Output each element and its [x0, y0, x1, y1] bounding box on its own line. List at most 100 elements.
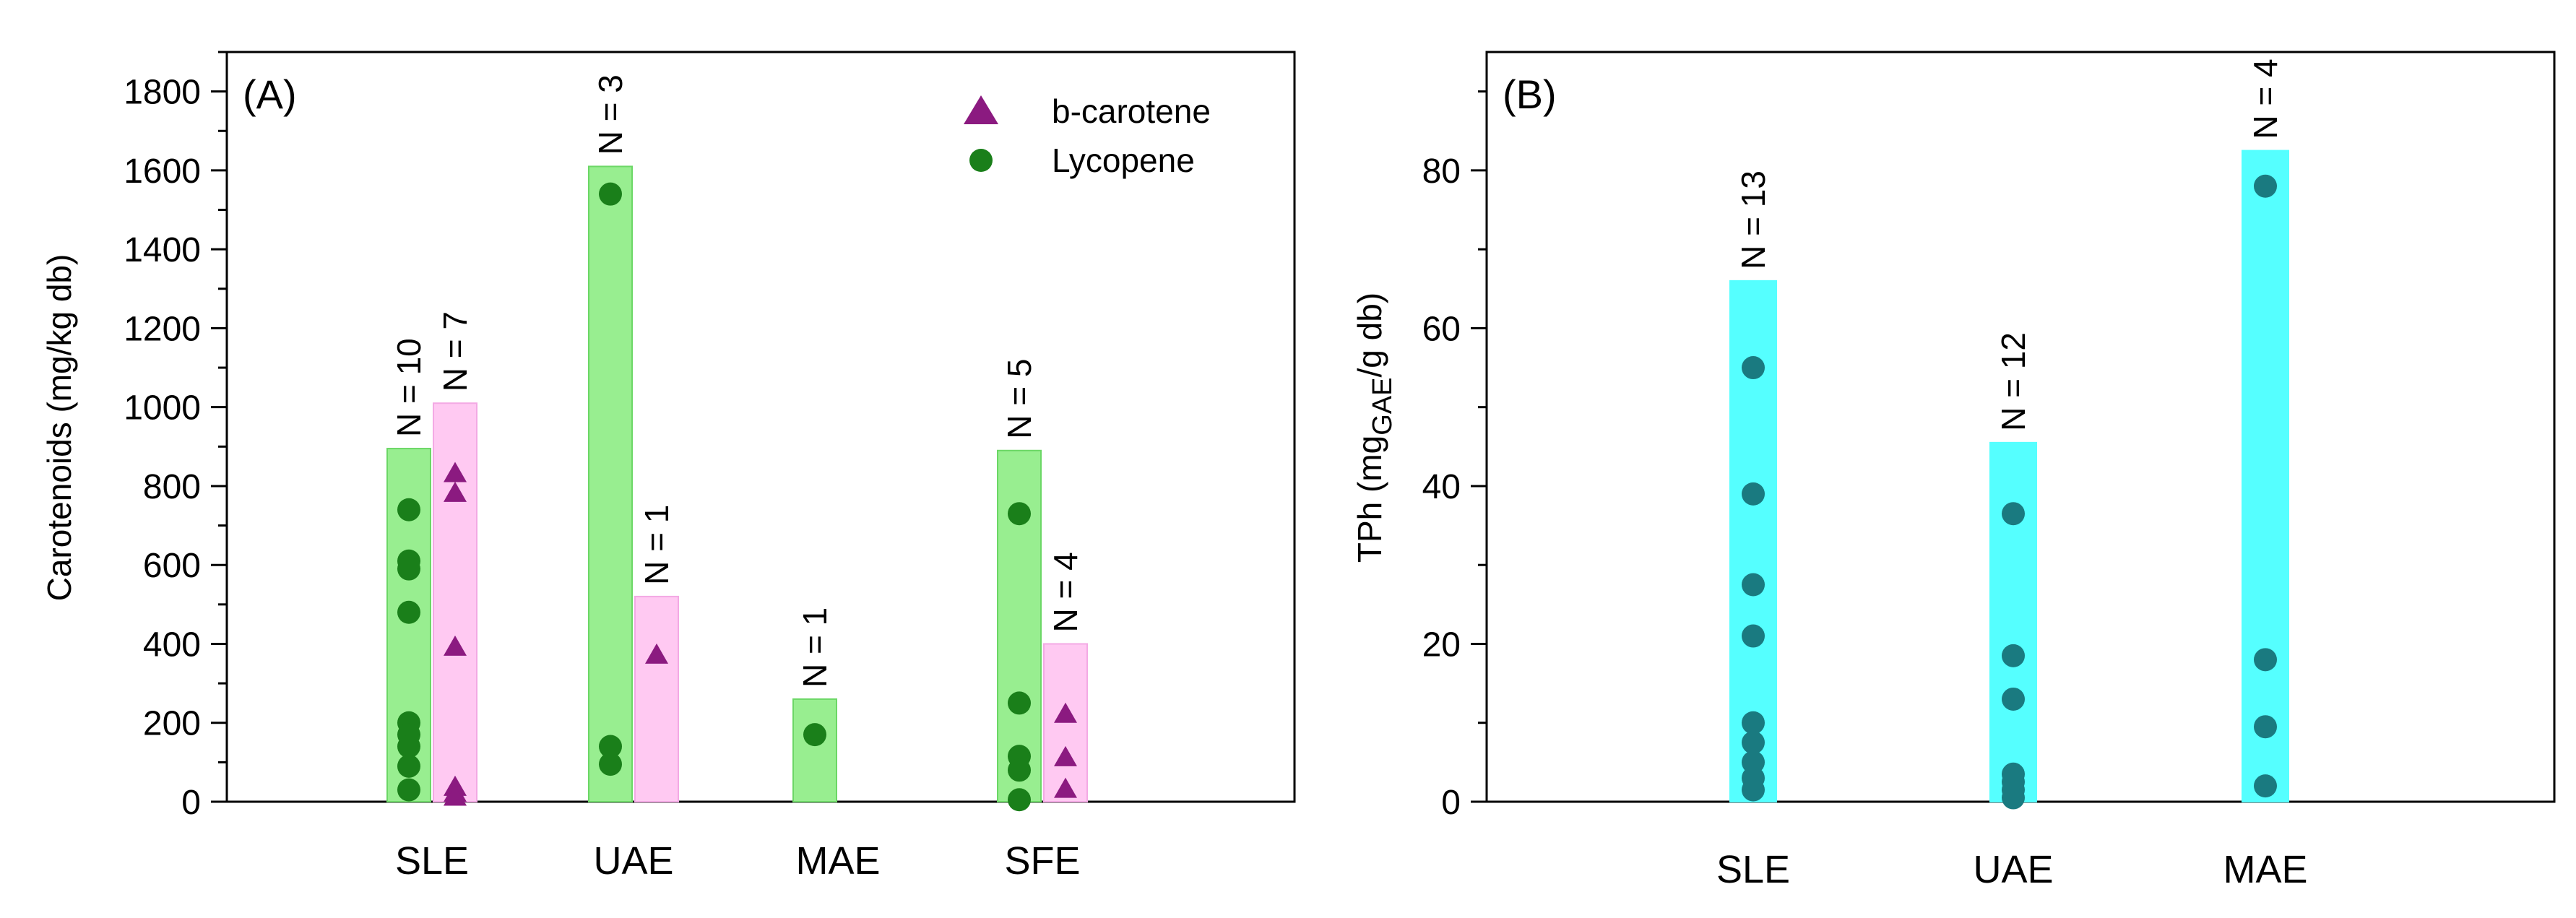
legend-label-lycopene: Lycopene — [1052, 142, 1195, 179]
y-tick-label-80: 80 — [1422, 152, 1461, 191]
point-tph-sle-2 — [1742, 573, 1765, 597]
y-tick-label-1600: 1600 — [124, 152, 201, 191]
point-lycopene-sle-7 — [397, 754, 420, 778]
n-label-tph-uae: N = 12 — [1994, 332, 2032, 431]
point-b-carotene-sle-5 — [444, 785, 467, 806]
bar-tph-mae — [2242, 150, 2289, 803]
point-tph-sle-3 — [1742, 624, 1765, 648]
point-tph-uae-0 — [2002, 502, 2025, 526]
y-tick-label-600: 600 — [143, 547, 201, 585]
point-tph-uae-2 — [2002, 687, 2025, 711]
category-label-mae: MAE — [2223, 848, 2307, 891]
panel-a-label: (A) — [243, 72, 297, 117]
legend-label-b-carotene: b-carotene — [1052, 92, 1211, 130]
n-label-lycopene-uae: N = 3 — [592, 74, 629, 155]
y-tick-label-40: 40 — [1422, 468, 1461, 506]
point-b-carotene-sfe-1 — [1054, 745, 1077, 766]
point-lycopene-mae-0 — [803, 723, 826, 747]
point-lycopene-sfe-3 — [1008, 758, 1031, 782]
point-tph-uae-6 — [2002, 786, 2025, 810]
panel-b-y-ticks: 0 20 40 60 80 — [1422, 90, 1487, 822]
panel-b-category-labels: SLE UAE MAE — [1716, 848, 2308, 891]
n-label-tph-sle: N = 13 — [1734, 170, 1772, 269]
panel-a-points — [397, 182, 1077, 812]
point-lycopene-sfe-4 — [1008, 788, 1031, 812]
n-label-lycopene-sle: N = 10 — [390, 338, 428, 437]
point-lycopene-uae-1 — [599, 735, 622, 758]
point-tph-mae-3 — [2254, 774, 2277, 798]
category-label-sle: SLE — [1716, 848, 1790, 891]
y-tick-label-20: 20 — [1422, 625, 1461, 664]
category-label-mae: MAE — [795, 839, 880, 883]
panel-b-y-axis-title-tail: /g db) — [1351, 293, 1388, 378]
panel-a-y-axis-title: Carotenoids (mg/kg db) — [40, 254, 78, 602]
panel-a-n-labels: N = 10 N = 3 N = 1 N = 5 N = 7 N = 1 N = 4 — [390, 74, 1084, 688]
category-label-uae: UAE — [593, 839, 673, 883]
category-label-sfe: SFE — [1004, 839, 1080, 883]
y-tick-label-1200: 1200 — [124, 310, 201, 348]
point-lycopene-uae-2 — [599, 753, 622, 776]
y-tick-label-800: 800 — [143, 468, 201, 506]
bar-tph-uae — [1989, 441, 2037, 803]
panel-b-n-labels: N = 13 N = 12 N = 4 — [1734, 59, 2284, 431]
point-tph-mae-1 — [2254, 648, 2277, 672]
panel-a-frame — [225, 51, 1296, 803]
point-tph-mae-2 — [2254, 715, 2277, 739]
point-tph-sle-8 — [1742, 778, 1765, 802]
panel-b-y-axis-title-main: TPh (mg — [1351, 436, 1388, 563]
n-label-lycopene-sfe: N = 5 — [1000, 359, 1038, 439]
n-label-b-carotene-sfe: N = 4 — [1047, 552, 1084, 632]
legend-marker-lycopene — [969, 149, 993, 172]
bar-lycopene-mae — [792, 698, 837, 802]
panel-a-y-ticks: 0 200 400 600 800 1000 1200 1400 1600 1800 — [124, 51, 227, 822]
y-tick-label-1000: 1000 — [124, 389, 201, 428]
point-lycopene-sfe-0 — [1008, 502, 1031, 526]
point-lycopene-sle-0 — [397, 498, 420, 521]
point-lycopene-sle-2 — [397, 557, 420, 581]
y-tick-label-0: 0 — [181, 784, 201, 822]
n-label-b-carotene-uae: N = 1 — [638, 505, 675, 585]
panel-a-category-labels: SLE UAE MAE SFE — [395, 839, 1081, 883]
y-tick-label-1800: 1800 — [124, 74, 201, 112]
point-lycopene-sfe-1 — [1008, 691, 1031, 715]
point-b-carotene-sfe-2 — [1054, 777, 1077, 798]
point-b-carotene-sle-1 — [444, 481, 467, 502]
point-lycopene-uae-0 — [599, 182, 622, 206]
panel-b-y-axis-title-sub: GAE — [1367, 378, 1398, 436]
n-label-lycopene-mae: N = 1 — [796, 607, 834, 688]
point-tph-uae-1 — [2002, 644, 2025, 667]
point-tph-mae-0 — [2254, 174, 2277, 198]
point-b-carotene-sle-2 — [444, 635, 467, 656]
n-label-tph-mae: N = 4 — [2247, 59, 2284, 139]
bar-lycopene-uae — [588, 165, 633, 802]
point-tph-sle-1 — [1742, 482, 1765, 506]
point-lycopene-sle-6 — [397, 735, 420, 758]
point-b-carotene-uae-0 — [645, 643, 668, 664]
category-label-sle: SLE — [395, 839, 469, 883]
legend-marker-b-carotene — [964, 95, 998, 124]
panel-b-points — [1742, 174, 2277, 810]
bar-b-carotene-uae — [634, 595, 679, 802]
panel-b-y-axis-title: TPh (mgGAE/g db) — [1351, 293, 1398, 563]
panel-a-legend: b-carotene Lycopene — [964, 92, 1211, 179]
y-tick-label-0: 0 — [1441, 784, 1461, 822]
point-lycopene-sle-3 — [397, 600, 420, 624]
category-label-uae: UAE — [1973, 848, 2053, 891]
point-b-carotene-sfe-0 — [1054, 702, 1077, 723]
y-tick-label-200: 200 — [143, 705, 201, 743]
point-tph-sle-5 — [1742, 731, 1765, 755]
point-lycopene-sle-8 — [397, 778, 420, 802]
y-tick-label-400: 400 — [143, 625, 201, 664]
n-label-b-carotene-sle: N = 7 — [436, 311, 474, 391]
y-tick-label-60: 60 — [1422, 310, 1461, 348]
panel-a-bars — [386, 165, 1088, 803]
panel-a: (A) Carotenoids (mg/kg db) 0 200 400 600 800… — [40, 51, 1296, 883]
y-tick-label-1400: 1400 — [124, 231, 201, 269]
point-tph-sle-4 — [1742, 711, 1765, 735]
point-tph-sle-0 — [1742, 356, 1765, 380]
panel-b-label: (B) — [1503, 72, 1557, 117]
point-b-carotene-sle-0 — [444, 462, 467, 482]
